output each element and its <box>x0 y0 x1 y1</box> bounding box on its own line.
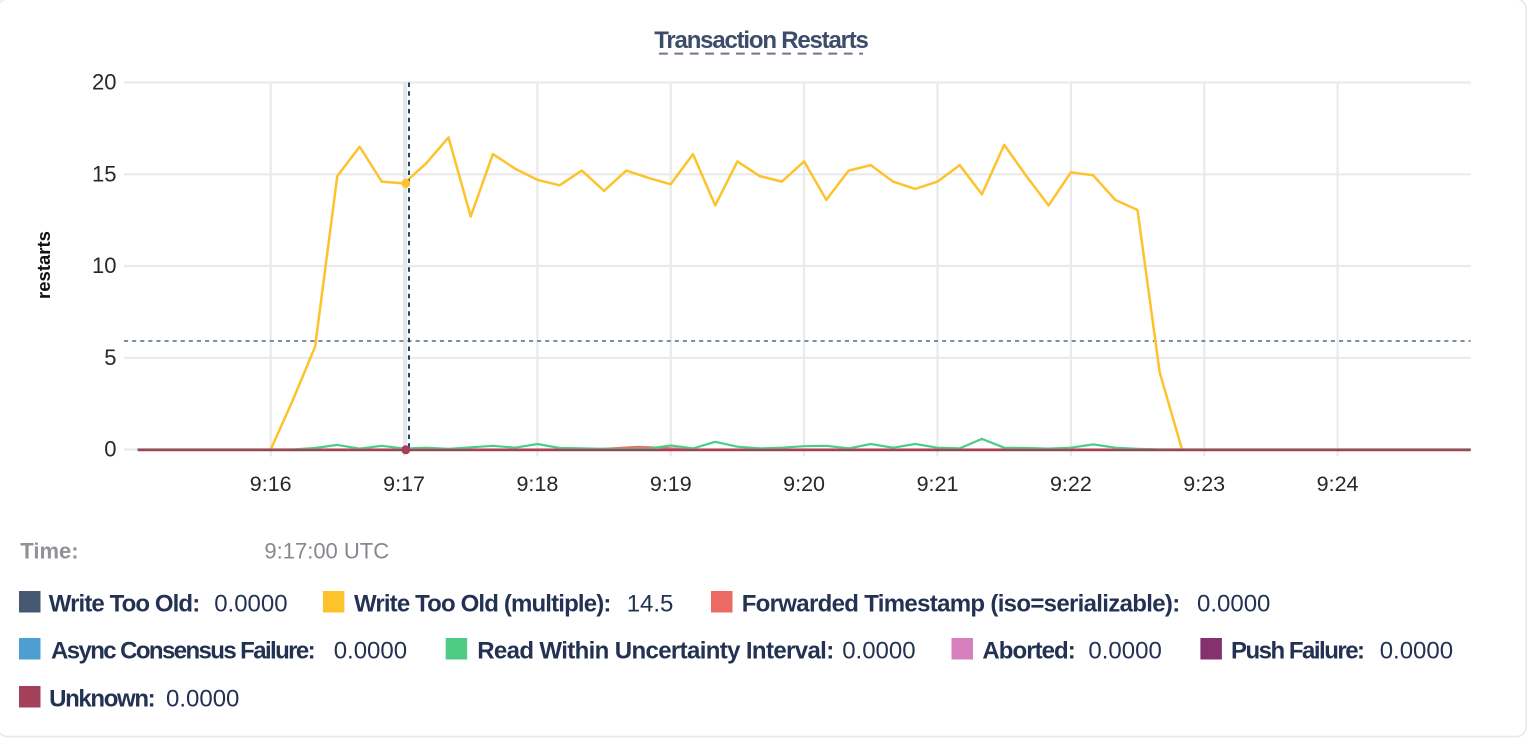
svg-text:9:17: 9:17 <box>383 472 425 496</box>
svg-text:Transaction Restarts: Transaction Restarts <box>654 27 868 54</box>
svg-text:0.0000: 0.0000 <box>166 686 239 713</box>
svg-text:Time:: Time: <box>20 539 78 564</box>
svg-text:Write Too Old:: Write Too Old: <box>49 591 200 618</box>
svg-text:9:23: 9:23 <box>1183 472 1225 496</box>
svg-text:Forwarded Timestamp (iso=seria: Forwarded Timestamp (iso=serializable): <box>742 591 1180 618</box>
svg-text:0.0000: 0.0000 <box>1380 638 1453 665</box>
svg-text:Aborted:: Aborted: <box>982 638 1074 665</box>
svg-text:15: 15 <box>92 161 116 186</box>
svg-text:0.0000: 0.0000 <box>1197 591 1270 618</box>
svg-text:0.0000: 0.0000 <box>334 638 407 665</box>
svg-text:Async Consensus Failure:: Async Consensus Failure: <box>51 638 314 665</box>
svg-text:Unknown:: Unknown: <box>49 686 154 713</box>
svg-text:Push Failure:: Push Failure: <box>1231 638 1364 665</box>
svg-text:9:24: 9:24 <box>1317 472 1359 496</box>
svg-text:5: 5 <box>104 345 116 370</box>
svg-text:Write Too Old (multiple):: Write Too Old (multiple): <box>354 591 611 618</box>
svg-text:9:21: 9:21 <box>917 472 959 496</box>
svg-text:0: 0 <box>104 437 116 462</box>
svg-text:0.0000: 0.0000 <box>842 638 915 665</box>
svg-text:14.5: 14.5 <box>627 591 674 618</box>
svg-text:9:18: 9:18 <box>516 472 558 496</box>
svg-text:9:16: 9:16 <box>250 472 292 496</box>
svg-text:0.0000: 0.0000 <box>1088 638 1161 665</box>
svg-text:Read Within Uncertainty Interv: Read Within Uncertainty Interval: <box>477 638 833 665</box>
svg-text:10: 10 <box>92 253 116 278</box>
svg-text:20: 20 <box>92 70 116 95</box>
svg-text:restarts: restarts <box>33 231 54 299</box>
svg-text:9:17:00 UTC: 9:17:00 UTC <box>264 539 389 564</box>
svg-text:9:20: 9:20 <box>783 472 825 496</box>
svg-text:9:19: 9:19 <box>650 472 692 496</box>
svg-text:9:22: 9:22 <box>1050 472 1092 496</box>
svg-text:0.0000: 0.0000 <box>214 591 287 618</box>
